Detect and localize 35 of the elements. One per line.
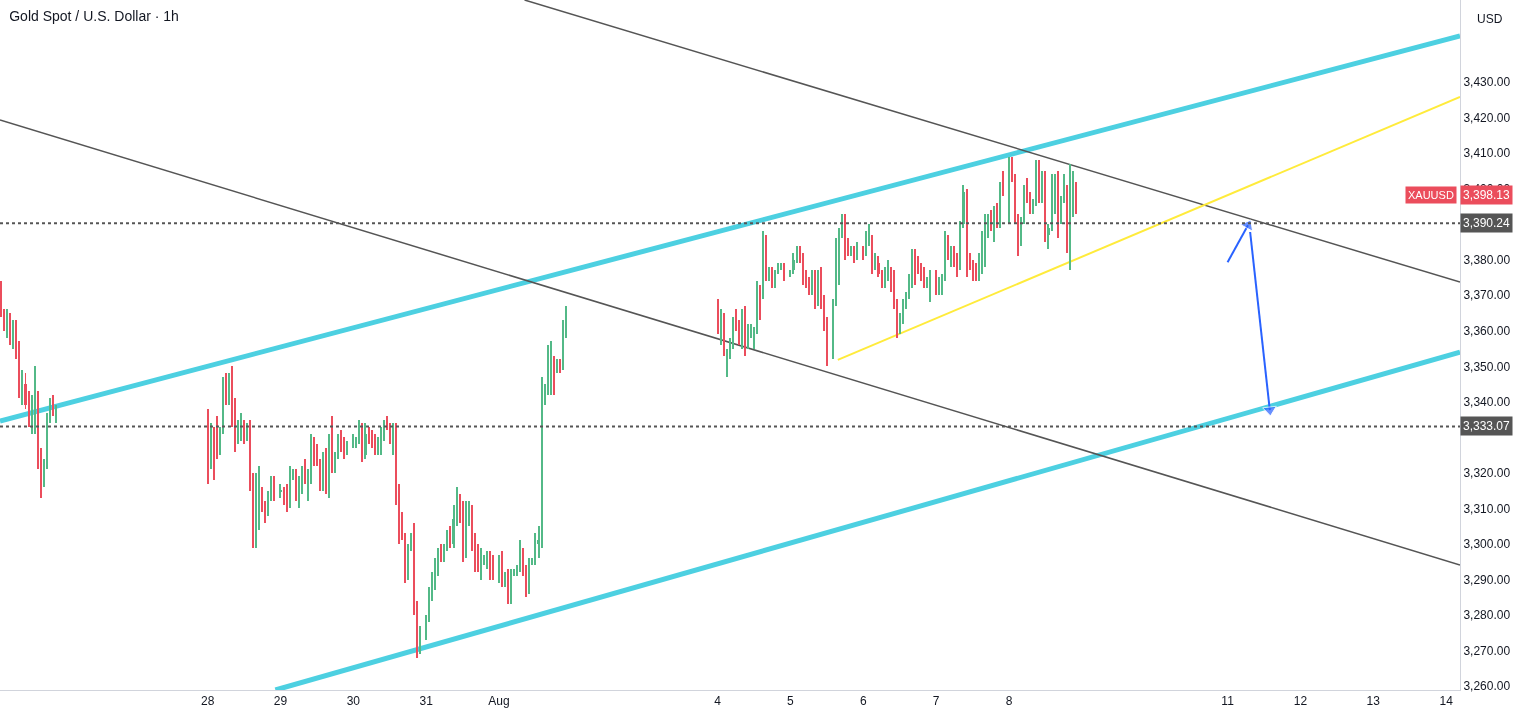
text: USD — [1477, 12, 1503, 26]
x-tick-label: 6 — [859, 694, 867, 709]
y-tick-label: 3,420.00 — [1463, 110, 1511, 125]
x-tick-label: 14 — [1439, 694, 1454, 709]
x-tick-label: 28 — [200, 694, 215, 709]
x-tick-label: Aug — [488, 694, 510, 709]
text: Gold Spot / U.S. Dollar · 1h — [9, 7, 179, 24]
y-tick-label: 3,260.00 — [1463, 679, 1511, 694]
x-tick-label: 30 — [346, 694, 361, 709]
y-tick-label: 3,430.00 — [1463, 75, 1511, 90]
x-tick-label: 29 — [273, 694, 288, 709]
y-tick-label: 3,350.00 — [1463, 359, 1511, 374]
ref-line-label: 3,390.24 — [1463, 216, 1511, 230]
y-tick-label: 3,370.00 — [1463, 288, 1511, 303]
y-tick-label: 3,320.00 — [1463, 466, 1511, 481]
x-tick-label: 13 — [1366, 694, 1381, 709]
x-tick-label: 5 — [787, 694, 795, 709]
x-tick-label: 12 — [1293, 694, 1308, 709]
x-tick-label: 11 — [1221, 694, 1235, 709]
y-tick-label: 3,380.00 — [1463, 252, 1511, 267]
x-tick-label: 7 — [932, 694, 940, 709]
y-tick-label: 3,360.00 — [1463, 323, 1511, 338]
y-tick-label: 3,410.00 — [1463, 146, 1511, 161]
ref-line-label: 3,333.07 — [1463, 419, 1511, 433]
annotation: XAUUSD — [1408, 189, 1454, 201]
y-tick-label: 3,280.00 — [1463, 608, 1511, 623]
x-tick-label: 8 — [1005, 694, 1013, 709]
x-tick-label: 31 — [419, 694, 434, 709]
x-tick-label: 4 — [714, 694, 722, 709]
y-tick-label: 3,310.00 — [1463, 501, 1511, 516]
y-tick-label: 3,300.00 — [1463, 537, 1511, 552]
y-tick-label: 3,340.00 — [1463, 395, 1511, 410]
text: 3,398.13 — [1463, 188, 1511, 202]
y-tick-label: 3,290.00 — [1463, 572, 1511, 587]
y-tick-label: 3,270.00 — [1463, 643, 1511, 658]
